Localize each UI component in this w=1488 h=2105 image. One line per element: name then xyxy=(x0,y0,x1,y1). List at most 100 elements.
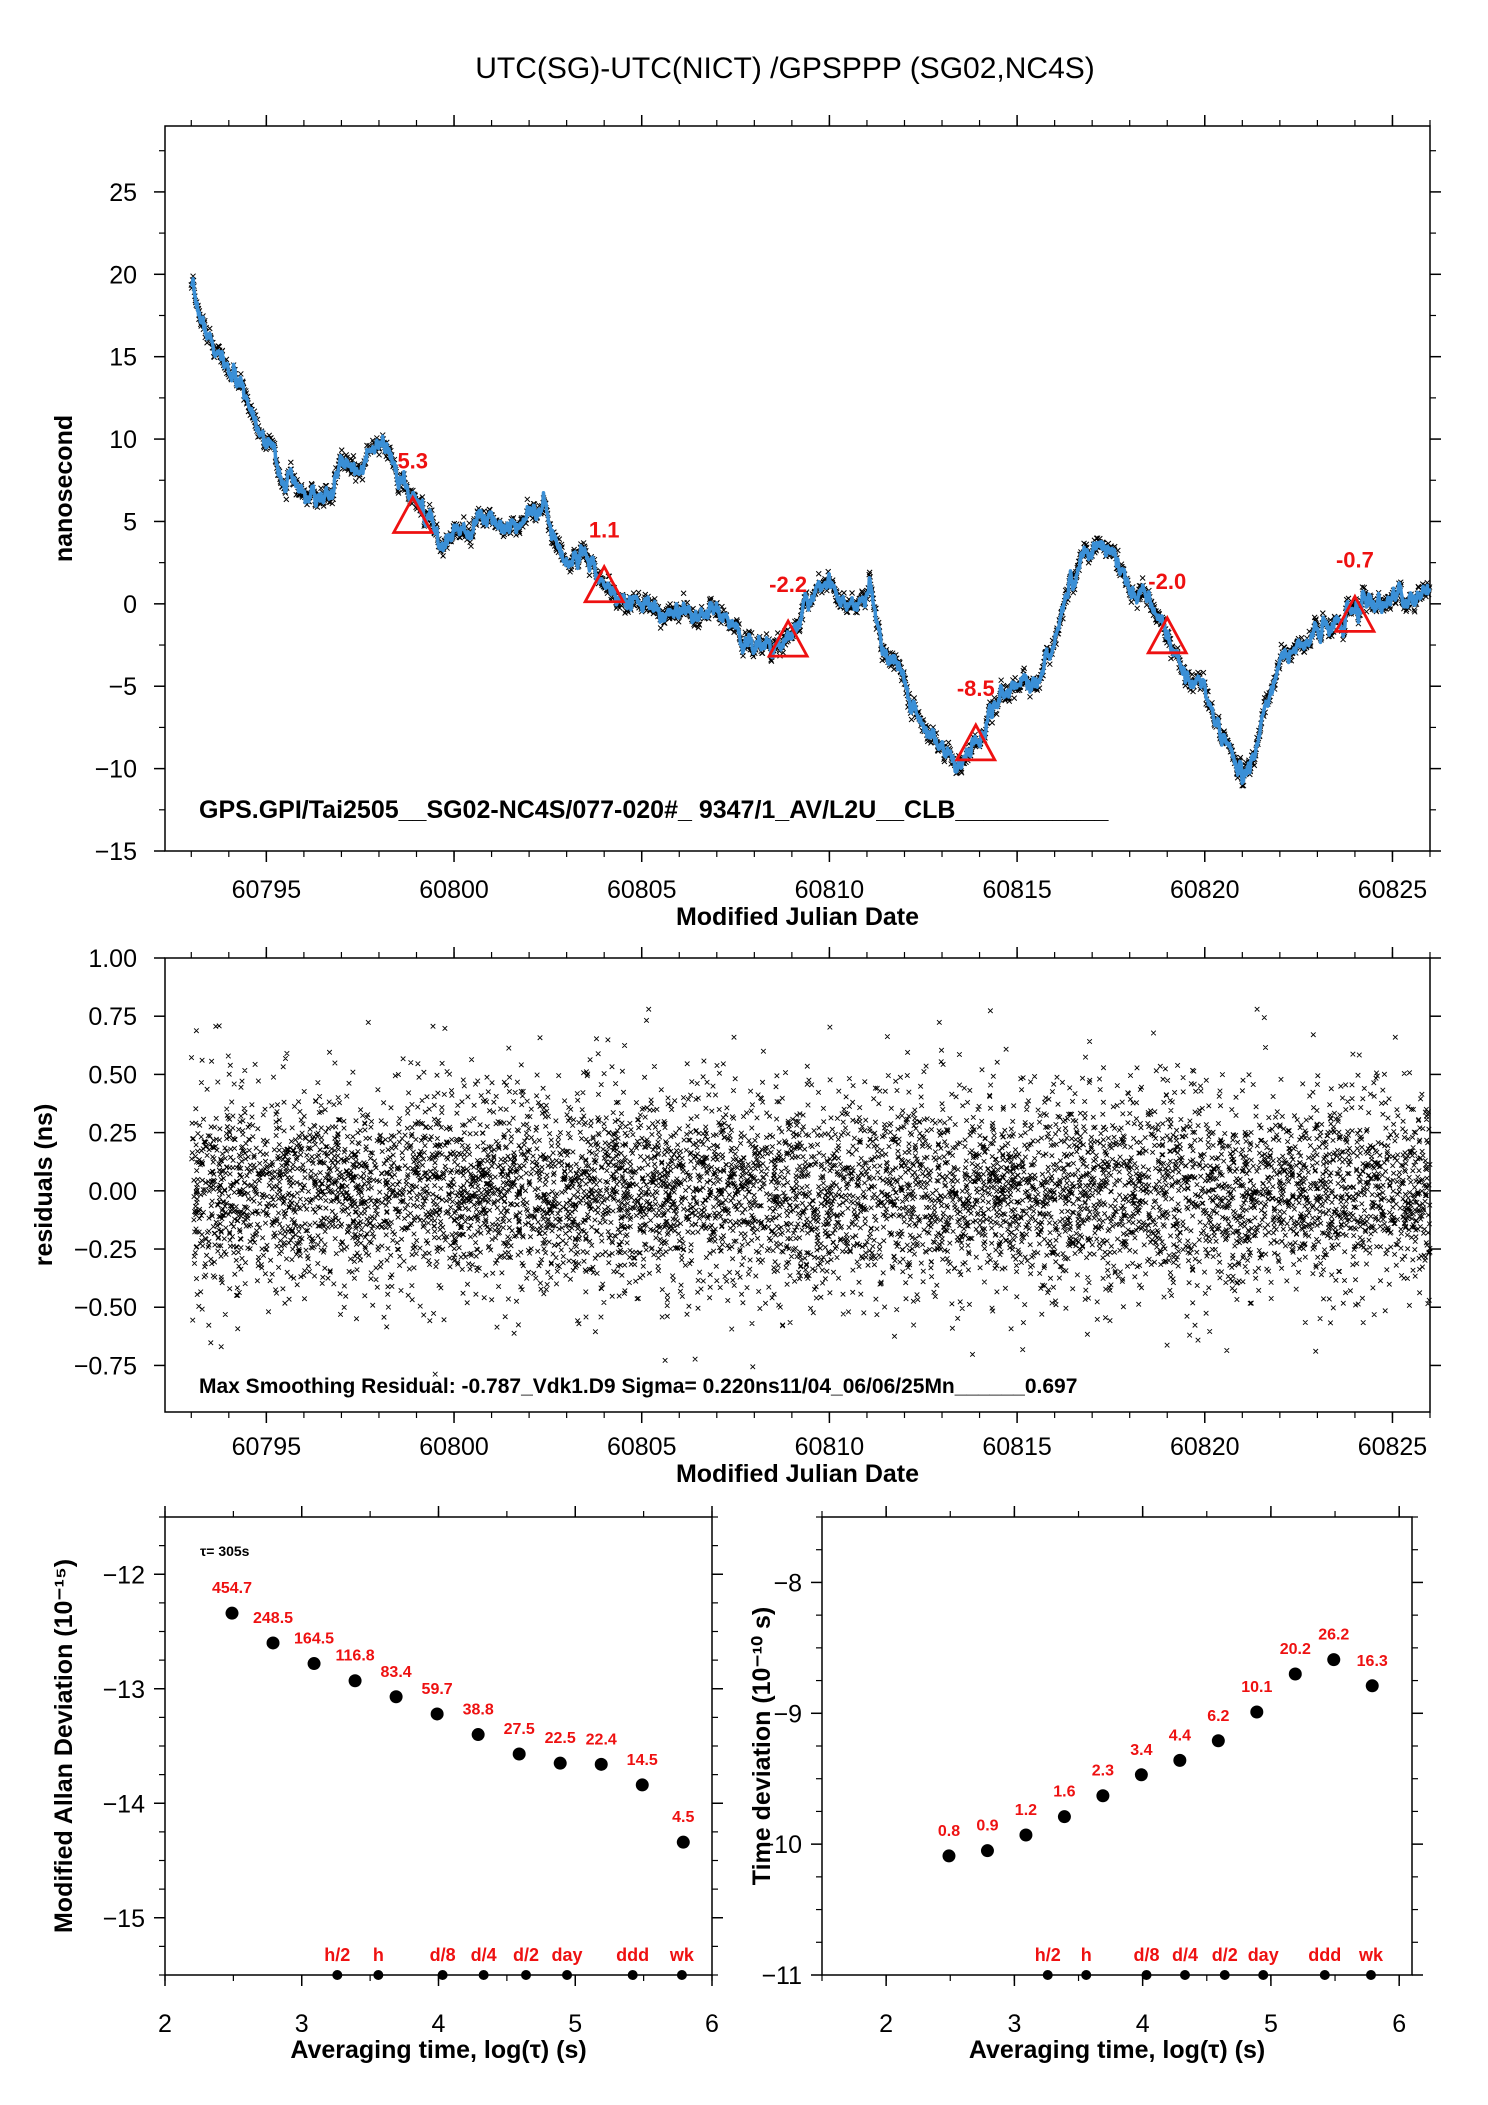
y-tick-label: −13 xyxy=(103,1676,145,1704)
period-marker xyxy=(1141,1970,1152,1980)
deviation-point xyxy=(307,1657,321,1671)
y-axis-title: residuals (ns) xyxy=(30,1104,58,1267)
period-label: h/2 xyxy=(324,1945,350,1965)
period-label: wk xyxy=(669,1945,695,1965)
y-axis-title: Modified Allan Deviation (10⁻¹⁵) xyxy=(50,1559,78,1933)
x-tick-label: 6 xyxy=(1392,2010,1406,2038)
deviation-point xyxy=(1096,1789,1110,1803)
deviation-point xyxy=(348,1674,362,1688)
deviation-point xyxy=(1250,1705,1264,1719)
x-tick-label: 60800 xyxy=(419,876,489,904)
x-tick-label: 2 xyxy=(879,2010,893,2038)
y-axis-title: Time deviation (10⁻¹⁰ s) xyxy=(748,1607,776,1885)
period-marker xyxy=(1258,1970,1269,1980)
x-tick-label: 60810 xyxy=(795,1433,865,1461)
deviation-point xyxy=(553,1756,567,1770)
period-label: day xyxy=(1248,1945,1279,1965)
y-tick-label: −11 xyxy=(761,1962,802,1990)
calibration-marker xyxy=(766,618,810,658)
period-label: d/4 xyxy=(471,1945,497,1965)
marker-label: -0.7 xyxy=(1336,547,1374,572)
value-label: 3.4 xyxy=(1130,1742,1152,1759)
x-tick-label: 60810 xyxy=(795,876,865,904)
period-label: ddd xyxy=(1308,1945,1341,1965)
deviation-point xyxy=(471,1728,485,1742)
x-tick-label: 60815 xyxy=(982,876,1052,904)
value-label: 248.5 xyxy=(253,1610,293,1627)
value-label: 0.8 xyxy=(938,1823,960,1840)
x-tick-label: 60825 xyxy=(1358,1433,1428,1461)
y-tick-label: −10 xyxy=(760,1831,802,1859)
annotation-text: Max Smoothing Residual: -0.787_Vdk1.D9 S… xyxy=(199,1375,1077,1398)
calibration-marker xyxy=(1333,593,1377,633)
value-label: 10.1 xyxy=(1241,1679,1272,1696)
deviation-point xyxy=(512,1747,526,1761)
x-tick-label: 3 xyxy=(1007,2010,1021,2038)
smoothed-line xyxy=(189,276,1432,786)
period-label: h/2 xyxy=(1035,1945,1061,1965)
value-label: 59.7 xyxy=(422,1681,453,1698)
value-label: 116.8 xyxy=(336,1648,375,1665)
x-tick-label: 60815 xyxy=(982,1433,1052,1461)
y-tick-label: 0 xyxy=(123,591,137,619)
plot-frame xyxy=(164,125,1431,852)
x-tick-label: 4 xyxy=(1136,2010,1150,2038)
period-marker xyxy=(1319,1970,1330,1980)
deviation-point xyxy=(430,1707,444,1721)
timeseries-panel: 60795 60800 60805 60810 60815 60820 60825 −15 −1… xyxy=(50,115,1441,931)
calibration-marker xyxy=(954,721,998,762)
y-tick-label: −5 xyxy=(108,673,137,701)
calibration-marker xyxy=(1145,614,1189,655)
value-label: 1.6 xyxy=(1053,1784,1075,1801)
x-tick-label: 60820 xyxy=(1170,876,1240,904)
period-marker xyxy=(478,1970,489,1980)
x-tick-label: 6 xyxy=(705,2010,719,2038)
deviation-point xyxy=(1134,1768,1148,1782)
x-tick-label: 60795 xyxy=(232,1433,302,1461)
x-tick-label: 4 xyxy=(432,2010,446,2038)
marker-label: -2.0 xyxy=(1148,569,1186,594)
x-axis-title: Modified Julian Date xyxy=(676,903,919,931)
value-label: 454.7 xyxy=(212,1580,252,1597)
period-marker xyxy=(1219,1970,1230,1980)
deviation-point xyxy=(1327,1653,1341,1667)
period-label: d/8 xyxy=(430,1945,456,1965)
y-tick-label: 15 xyxy=(109,344,137,372)
y-tick-label: 20 xyxy=(109,261,137,289)
x-axis-title: Averaging time, log(τ) (s) xyxy=(290,2036,586,2064)
y-tick-label: 0.75 xyxy=(88,1003,137,1031)
y-tick-label: 0.50 xyxy=(88,1061,137,1089)
calibration-marker xyxy=(582,563,626,604)
plot-frame xyxy=(821,1516,1413,1976)
y-tick-label: −15 xyxy=(95,838,137,866)
mdev-panel: 2 3 4 5 6 −15 −14 −13 −12 Averaging time, log(τ) … xyxy=(50,1506,723,2064)
period-label: d/4 xyxy=(1172,1945,1198,1965)
value-label: 38.8 xyxy=(463,1702,494,1719)
value-label: 2.3 xyxy=(1092,1763,1114,1780)
value-label: 1.2 xyxy=(1015,1802,1037,1819)
deviation-point xyxy=(594,1757,608,1771)
period-label: h xyxy=(1081,1945,1092,1965)
value-label: 16.3 xyxy=(1357,1653,1388,1670)
period-marker xyxy=(373,1970,384,1980)
tau-label: τ= 305s xyxy=(200,1543,250,1559)
deviation-point xyxy=(676,1835,690,1849)
period-label: d/2 xyxy=(513,1945,539,1965)
value-label: 4.5 xyxy=(672,1809,694,1826)
calibration-marker xyxy=(391,494,435,534)
deviation-point xyxy=(266,1636,280,1650)
period-marker xyxy=(1179,1970,1190,1980)
deviation-point xyxy=(1057,1810,1071,1824)
measurement-points xyxy=(188,273,1433,789)
marker-label: 1.1 xyxy=(589,518,620,543)
plot-frame xyxy=(164,957,1431,1413)
annotation-text: GPS.GPI/Tai2505__SG02-NC4S/077-020#_ 934… xyxy=(199,796,1109,824)
value-label: 27.5 xyxy=(504,1721,535,1738)
period-marker xyxy=(1081,1970,1092,1980)
marker-label: -8.5 xyxy=(957,676,995,701)
period-marker xyxy=(676,1970,687,1980)
value-label: 83.4 xyxy=(381,1664,412,1681)
y-tick-label: −10 xyxy=(95,756,137,784)
deviation-point xyxy=(389,1690,403,1704)
period-marker xyxy=(1365,1970,1376,1980)
